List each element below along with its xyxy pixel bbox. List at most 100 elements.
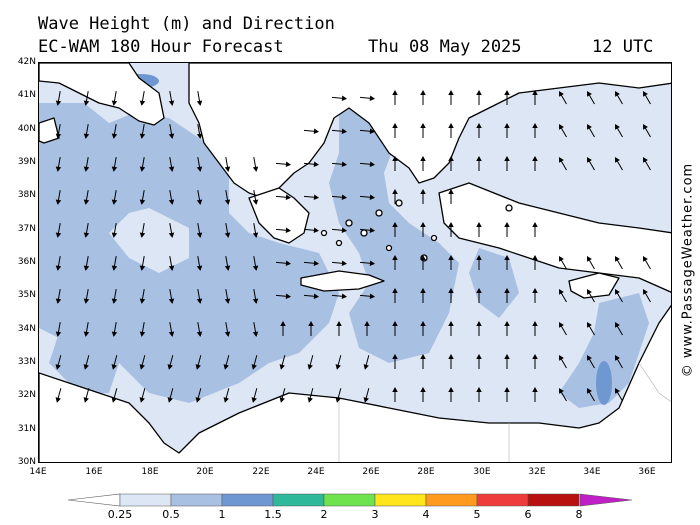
direction-arrowhead (223, 397, 229, 403)
direction-arrowhead (532, 221, 538, 228)
direction-arrowhead (139, 265, 146, 271)
direction-arrowhead (642, 157, 648, 163)
direction-arrowhead (251, 397, 257, 403)
direction-arrowhead (448, 254, 454, 261)
direction-arrowhead (313, 194, 320, 201)
direction-arrowhead (83, 133, 90, 139)
direction-arrowhead (420, 254, 426, 261)
lat-label-31: 31N (17, 424, 36, 434)
direction-arrowhead (586, 289, 592, 295)
lon-label-16: 16E (85, 467, 103, 477)
direction-arrowhead (420, 122, 426, 129)
wave-map (39, 63, 671, 462)
direction-arrowhead (476, 386, 482, 393)
legend-label-9: 8 (575, 508, 583, 521)
direction-arrowhead (369, 194, 376, 201)
direction-arrowhead (392, 353, 398, 360)
direction-arrowhead (476, 320, 482, 327)
direction-arrowhead (369, 161, 376, 168)
direction-arrowhead (341, 227, 348, 234)
lat-label-42: 42N (17, 57, 36, 67)
model-label: EC-WAM 180 Hour Forecast (38, 37, 284, 57)
lat-label-32: 32N (17, 390, 36, 400)
wave-direction-arrows (55, 89, 651, 403)
direction-arrowhead (111, 331, 118, 337)
direction-arrowhead (614, 388, 620, 394)
direction-arrowhead (196, 133, 203, 139)
direction-arrowhead (420, 188, 426, 195)
direction-arrowhead (363, 397, 369, 403)
direction-arrowhead (392, 89, 398, 96)
direction-arrowhead (476, 155, 482, 162)
lat-label-38: 38N (17, 190, 36, 200)
lon-label-18: 18E (141, 467, 159, 477)
direction-arrowhead (111, 232, 118, 238)
direction-arrowhead (111, 364, 117, 370)
direction-arrowhead (83, 100, 90, 106)
direction-arrowhead (532, 122, 538, 129)
direction-arrowhead (83, 166, 90, 172)
direction-arrowhead (252, 265, 259, 271)
lat-label-37: 37N (17, 224, 36, 234)
direction-arrowhead (392, 287, 398, 294)
direction-arrowhead (313, 293, 320, 300)
direction-arrowhead (335, 364, 341, 370)
direction-arrowhead (476, 221, 482, 228)
direction-arrowhead (586, 157, 592, 163)
sea-mid-zones (39, 98, 649, 408)
lon-label-30: 30E (473, 467, 491, 477)
direction-arrowhead (504, 353, 510, 360)
direction-arrowhead (448, 188, 454, 195)
direction-arrowhead (476, 353, 482, 360)
direction-arrowhead (55, 133, 62, 139)
lat-label-41: 41N (17, 90, 36, 100)
map-title: Wave Height (m) and Direction (38, 14, 335, 34)
lon-label-26: 26E (362, 467, 380, 477)
direction-arrowhead (369, 128, 376, 135)
direction-arrowhead (341, 95, 348, 102)
direction-arrowhead (532, 353, 538, 360)
direction-arrowhead (642, 289, 648, 295)
colorbar-cell (170, 493, 223, 507)
watermark: © www.PassageWeather.com (680, 162, 696, 378)
colorbar (67, 493, 633, 507)
direction-arrowhead (341, 194, 348, 201)
direction-arrowhead (252, 166, 259, 172)
lon-label-34: 34E (583, 467, 601, 477)
direction-arrowhead (83, 364, 89, 370)
direction-arrowhead (532, 320, 538, 327)
direction-arrowhead (532, 89, 538, 96)
direction-arrowhead (313, 260, 320, 267)
direction-arrowhead (420, 221, 426, 228)
direction-arrowhead (196, 331, 203, 337)
direction-arrowhead (420, 155, 426, 162)
direction-arrowhead (55, 331, 62, 337)
direction-arrowhead (168, 232, 175, 238)
direction-arrowhead (392, 155, 398, 162)
direction-arrowhead (558, 289, 564, 295)
direction-arrowhead (614, 256, 620, 262)
colorbar-cell (221, 493, 274, 507)
colorbar-cells (119, 493, 580, 507)
direction-arrowhead (504, 122, 510, 129)
direction-arrowhead (196, 199, 203, 205)
direction-arrowhead (55, 166, 62, 172)
direction-arrowhead (532, 254, 538, 261)
direction-arrowhead (83, 265, 90, 271)
colorbar-cell (119, 493, 172, 507)
direction-arrowhead (558, 157, 564, 163)
colorbar-cell (323, 493, 376, 507)
direction-arrowhead (369, 260, 376, 267)
colorbar-min-arrow (67, 493, 121, 507)
direction-arrowhead (111, 100, 118, 106)
direction-arrowhead (139, 331, 146, 337)
lon-label-20: 20E (196, 467, 214, 477)
direction-arrowhead (558, 256, 564, 262)
direction-arrowhead (642, 124, 648, 130)
lon-label-24: 24E (307, 467, 325, 477)
direction-arrowhead (279, 397, 285, 403)
direction-arrowhead (614, 355, 620, 361)
direction-arrowhead (55, 364, 61, 370)
direction-arrowhead (448, 353, 454, 360)
direction-arrowhead (167, 364, 173, 370)
